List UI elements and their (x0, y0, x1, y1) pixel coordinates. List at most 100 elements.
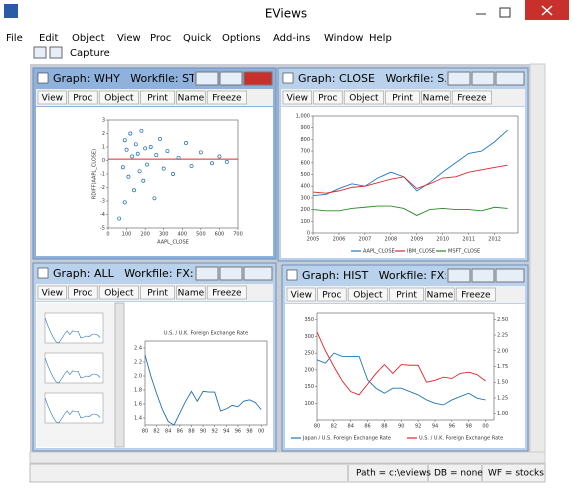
toolbar-button[interactable]: Capture (70, 48, 110, 59)
button-label[interactable]: View (42, 289, 63, 299)
x-tick-label: 84 (348, 424, 354, 430)
y-tick-label: 800 (300, 137, 310, 143)
minimize[interactable] (447, 268, 471, 283)
toolbar-button[interactable] (98, 285, 139, 300)
menu-item[interactable]: View (117, 33, 141, 44)
menu-item[interactable]: File (6, 33, 23, 44)
menu-item[interactable]: Add-ins (273, 33, 310, 44)
button-label[interactable]: Name (427, 291, 454, 301)
button-label[interactable]: View (42, 94, 63, 104)
button-label[interactable]: Object (104, 289, 134, 299)
x-tick-label: 700 (233, 232, 243, 238)
toolbar-button[interactable] (206, 285, 247, 300)
toolbar-button[interactable] (286, 287, 316, 302)
toolbar-button[interactable] (176, 285, 206, 300)
thumbnail[interactable] (44, 352, 104, 384)
toolbar-button[interactable] (206, 90, 247, 105)
menu-item[interactable]: Options (222, 33, 261, 44)
close[interactable] (243, 71, 273, 86)
toolbar-button[interactable] (68, 285, 98, 300)
button-label[interactable]: Name (178, 289, 205, 299)
toolbar-icon[interactable] (49, 46, 63, 59)
x-tick-label: 2008 (384, 237, 397, 243)
window-icon (37, 267, 49, 279)
button-label[interactable]: Object (353, 291, 383, 301)
minimize[interactable] (447, 71, 471, 86)
close[interactable] (495, 71, 525, 86)
scatter-point (130, 154, 135, 159)
minimize[interactable] (195, 71, 219, 86)
toolbar-button[interactable] (421, 90, 451, 105)
button-label[interactable]: Object (104, 94, 134, 104)
toolbar-button[interactable] (37, 285, 67, 300)
button-label[interactable]: Proc (318, 94, 337, 104)
toolbar-button[interactable] (313, 90, 343, 105)
x-tick-label: 92 (212, 429, 218, 435)
thumbnail[interactable] (44, 312, 104, 344)
toolbar-button[interactable] (68, 90, 98, 105)
button-label[interactable]: View (291, 291, 312, 301)
thumbnail[interactable] (44, 392, 104, 424)
menu-item[interactable]: Edit (39, 33, 58, 44)
toolbar-button[interactable] (317, 287, 347, 302)
button-label[interactable]: Name (178, 94, 205, 104)
x-tick-label: 82 (153, 429, 159, 435)
v-scrollbar[interactable] (529, 63, 546, 453)
x-tick-label: 500 (196, 232, 206, 238)
close[interactable] (495, 268, 525, 283)
button-label[interactable]: Proc (73, 289, 92, 299)
button-label[interactable]: Object (349, 94, 379, 104)
x-tick-label: 400 (178, 232, 188, 238)
close[interactable] (243, 266, 273, 281)
toolbar-button[interactable] (451, 90, 492, 105)
series-line (312, 205, 508, 216)
h-scrollbar[interactable] (29, 451, 546, 464)
toolbar-button[interactable] (385, 90, 420, 105)
button-label[interactable]: Freeze (461, 291, 491, 301)
menu-item[interactable]: Quick (183, 33, 211, 44)
toolbar-button[interactable] (343, 90, 384, 105)
restore[interactable] (219, 71, 243, 86)
toolbar-icon[interactable] (33, 46, 47, 59)
scatter-point (165, 149, 170, 153)
x-tick-label: 600 (215, 232, 225, 238)
button-label[interactable]: Freeze (212, 289, 242, 299)
button-label[interactable]: Print (147, 289, 168, 299)
minimize[interactable] (195, 266, 219, 281)
menu-item[interactable]: Window (324, 33, 363, 44)
y-tick-label: -3 (100, 199, 105, 205)
menu-item[interactable]: Proc (150, 33, 171, 44)
button-label[interactable]: Freeze (457, 94, 487, 104)
toolbar-button[interactable] (389, 287, 424, 302)
toolbar-button[interactable] (176, 90, 206, 105)
toolbar-button[interactable] (37, 90, 67, 105)
button-label[interactable]: View (287, 94, 308, 104)
button-label[interactable]: Proc (73, 94, 92, 104)
button-label[interactable]: Freeze (212, 94, 242, 104)
toolbar-button[interactable] (140, 90, 175, 105)
restore[interactable] (471, 71, 495, 86)
button-label[interactable]: Print (392, 94, 413, 104)
toolbar-button[interactable] (455, 287, 496, 302)
x-tick-label: 2007 (359, 237, 372, 243)
toolbar-button[interactable] (347, 287, 388, 302)
toolbar-button[interactable] (98, 90, 139, 105)
maximize[interactable] (499, 7, 511, 18)
menu-item[interactable]: Help (369, 33, 392, 44)
y-tick-label: 100 (300, 219, 310, 225)
restore[interactable] (471, 268, 495, 283)
button-label[interactable]: Print (396, 291, 417, 301)
scatter-point (152, 196, 157, 201)
toolbar-button[interactable] (282, 90, 312, 105)
restore[interactable] (219, 266, 243, 281)
toolbar-button[interactable] (425, 287, 455, 302)
x-tick-label: 88 (188, 429, 194, 435)
menu-item[interactable]: Object (72, 33, 105, 44)
thumb-scrollbar[interactable] (114, 302, 125, 448)
y-tick-label: 300 (304, 334, 314, 340)
toolbar-button[interactable] (140, 285, 175, 300)
button-label[interactable]: Name (423, 94, 450, 104)
button-label[interactable]: Proc (322, 291, 341, 301)
button-label[interactable]: Print (147, 94, 168, 104)
scatter-point (141, 178, 146, 183)
